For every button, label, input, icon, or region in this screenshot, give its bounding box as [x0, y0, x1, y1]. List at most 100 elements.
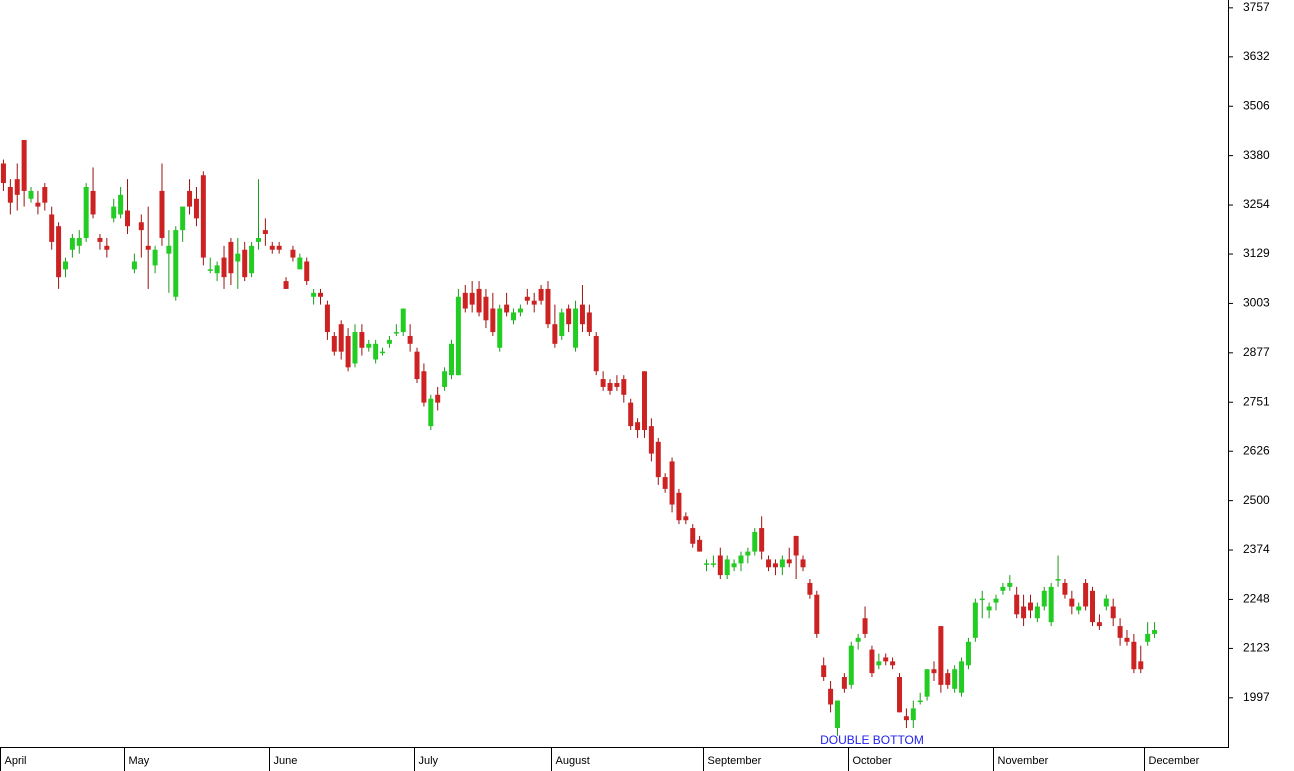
- y-tick-label: 2877: [1243, 345, 1270, 359]
- candle-body: [1069, 598, 1075, 607]
- candle-body: [255, 237, 261, 242]
- candle-body: [118, 194, 124, 215]
- candle-body: [710, 563, 716, 565]
- candle-body: [848, 645, 854, 685]
- candle-body: [414, 351, 420, 380]
- candle-body: [586, 312, 592, 333]
- candle-body: [76, 237, 82, 246]
- x-tick-label: December: [1149, 755, 1200, 767]
- candle-body: [7, 187, 13, 203]
- candle-body: [469, 292, 475, 305]
- candle-body: [828, 688, 834, 705]
- candle-body: [683, 516, 689, 521]
- candle-body: [979, 598, 985, 601]
- candle-body: [407, 335, 413, 344]
- candle-body: [324, 304, 330, 333]
- candle-body: [1124, 637, 1130, 642]
- candle-body: [931, 669, 937, 674]
- candle-body: [869, 649, 875, 674]
- y-tick-label: 3003: [1243, 296, 1270, 310]
- candle-body: [1076, 606, 1082, 611]
- candle-body: [497, 308, 503, 348]
- candle-body: [607, 383, 613, 391]
- candle-body: [641, 371, 647, 431]
- candle-body: [180, 206, 186, 231]
- candle-body: [393, 332, 399, 334]
- candle-body: [538, 288, 544, 301]
- y-tick-label: 3757: [1243, 0, 1270, 14]
- candle-body: [910, 708, 916, 721]
- candle-body: [1041, 590, 1047, 607]
- candle-body: [504, 304, 510, 313]
- candle-body: [731, 563, 737, 568]
- candle-body: [593, 335, 599, 372]
- candle-body: [1131, 641, 1137, 670]
- candle-body: [890, 661, 896, 666]
- candle-body: [69, 237, 75, 250]
- candle-body: [1014, 594, 1020, 615]
- candle-body: [903, 716, 909, 721]
- candle-body: [959, 661, 965, 693]
- x-tick-label: October: [853, 755, 892, 767]
- candle-body: [511, 312, 517, 321]
- candle-body: [662, 477, 668, 489]
- candle-body: [745, 551, 751, 556]
- candle-body: [304, 261, 310, 282]
- candle-body: [435, 394, 441, 403]
- candle-body: [986, 606, 992, 611]
- candle-body: [793, 535, 799, 556]
- candle-body: [380, 351, 386, 354]
- candle-body: [676, 492, 682, 521]
- candle-body: [1096, 622, 1102, 627]
- candle-body: [862, 618, 868, 634]
- candle-body: [545, 288, 551, 325]
- candle-body: [56, 226, 62, 278]
- candle-body: [249, 245, 255, 274]
- candle-body: [359, 332, 365, 348]
- candle-body: [483, 296, 489, 321]
- candle-body: [655, 441, 661, 478]
- candle-body: [524, 296, 530, 301]
- candle-body: [821, 665, 827, 678]
- x-tick-label: May: [129, 755, 150, 767]
- candle-body: [1048, 586, 1054, 623]
- candle-body: [738, 555, 744, 564]
- candle-body: [579, 304, 585, 325]
- candle-body: [455, 296, 461, 376]
- candle-body: [1007, 582, 1013, 587]
- candle-body: [276, 245, 282, 250]
- candle-body: [1103, 598, 1109, 607]
- candle-body: [214, 265, 220, 274]
- candle-body: [297, 257, 303, 270]
- candle-body: [345, 335, 351, 368]
- candle-body: [221, 257, 227, 278]
- candle-body: [690, 528, 696, 544]
- candle-body: [917, 700, 923, 703]
- candle-body: [945, 673, 951, 685]
- x-tick-label: November: [998, 755, 1049, 767]
- candle-body: [242, 249, 248, 278]
- candle-body: [552, 324, 558, 344]
- candle-body: [90, 190, 96, 215]
- y-tick-label: 3506: [1243, 98, 1270, 112]
- candle-body: [648, 426, 654, 454]
- candle-body: [573, 308, 579, 348]
- candle-body: [145, 245, 151, 250]
- candle-body: [262, 230, 268, 235]
- y-tick-label: 1997: [1243, 690, 1270, 704]
- candle-body: [1027, 602, 1033, 611]
- y-tick-label: 2374: [1243, 542, 1270, 556]
- y-tick-label: 2123: [1243, 641, 1270, 655]
- candle-body: [1021, 606, 1027, 619]
- candle-body: [938, 626, 944, 685]
- candle-body: [42, 187, 48, 203]
- candle-body: [855, 637, 861, 642]
- y-tick-label: 2626: [1243, 443, 1270, 457]
- candle-body: [28, 190, 34, 199]
- candle-body: [352, 332, 358, 364]
- candle-body: [283, 281, 289, 289]
- candle-body: [972, 602, 978, 638]
- candle-body: [166, 245, 172, 254]
